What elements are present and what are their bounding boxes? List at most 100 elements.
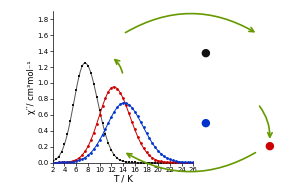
Point (135, 135, 140, 138)
Point (147, 137, 152, 140)
Point (103, 133, 108, 136)
Point (130, 120, 134, 123)
Point (59, 161, 64, 164)
Point (150, 161, 155, 164)
Point (173, 161, 178, 164)
Point (185, 161, 190, 164)
Point (135, 161, 140, 164)
FancyArrowPatch shape (125, 14, 254, 33)
Point (176, 160, 181, 163)
Point (138, 120, 143, 123)
Point (68, 160, 73, 163)
Point (100, 122, 105, 125)
Point (65, 160, 70, 163)
Point (147, 154, 152, 157)
Point (173, 161, 178, 164)
Point (165, 157, 169, 160)
Point (88, 151, 93, 154)
Point (100, 133, 105, 136)
Point (91, 131, 96, 134)
Point (91, 82, 96, 85)
Point (56, 161, 61, 164)
Point (80, 154, 84, 157)
Point (138, 141, 143, 144)
Point (53, 158, 58, 161)
Point (153, 158, 158, 161)
Point (83, 156, 87, 159)
Point (77, 74, 81, 77)
Point (109, 149, 114, 152)
Point (150, 156, 155, 159)
Point (171, 159, 175, 162)
Point (77, 156, 81, 159)
Point (74, 158, 79, 161)
Point (109, 86, 114, 89)
Point (171, 161, 175, 164)
Point (121, 97, 125, 100)
Point (173, 160, 178, 163)
Point (144, 151, 149, 154)
Text: ●: ● (200, 118, 210, 128)
Point (144, 132, 149, 135)
Point (94, 122, 99, 125)
Point (156, 159, 161, 162)
Point (74, 160, 79, 163)
Point (182, 161, 187, 164)
Point (118, 103, 122, 106)
Point (97, 139, 102, 142)
Text: ●: ● (265, 141, 275, 150)
Point (185, 161, 190, 164)
Text: ●: ● (200, 48, 210, 58)
Point (179, 161, 184, 164)
Point (176, 161, 181, 164)
Point (118, 91, 122, 94)
Point (132, 110, 137, 113)
Point (153, 146, 158, 149)
Point (171, 161, 175, 164)
Point (132, 161, 137, 164)
Point (121, 160, 125, 163)
Point (59, 150, 64, 153)
Point (165, 161, 169, 164)
Point (62, 143, 67, 146)
Point (159, 153, 163, 156)
Point (50, 160, 55, 163)
Point (118, 159, 122, 162)
Point (83, 62, 87, 65)
Point (165, 161, 169, 164)
Point (176, 161, 181, 164)
Point (127, 103, 131, 106)
X-axis label: T / K: T / K (113, 174, 133, 183)
Point (179, 160, 184, 163)
Point (97, 113, 102, 116)
Point (56, 161, 61, 164)
Point (115, 87, 120, 90)
Point (109, 115, 114, 119)
Point (71, 160, 76, 163)
FancyArrowPatch shape (115, 60, 122, 73)
Point (86, 145, 90, 148)
Point (50, 161, 55, 164)
Point (88, 71, 93, 74)
Point (141, 147, 146, 150)
Point (159, 161, 163, 164)
Point (182, 161, 187, 164)
Point (124, 102, 128, 105)
Point (138, 161, 143, 164)
Point (182, 161, 187, 164)
Point (162, 160, 166, 163)
Point (74, 88, 79, 91)
Point (112, 110, 117, 113)
Point (124, 160, 128, 163)
Point (115, 157, 120, 160)
Point (130, 161, 134, 164)
Point (65, 132, 70, 136)
Point (112, 85, 117, 88)
Point (147, 161, 152, 164)
Point (62, 161, 67, 164)
Point (71, 104, 76, 107)
Point (103, 96, 108, 99)
Point (191, 161, 196, 164)
Point (127, 112, 131, 115)
Point (59, 161, 64, 164)
